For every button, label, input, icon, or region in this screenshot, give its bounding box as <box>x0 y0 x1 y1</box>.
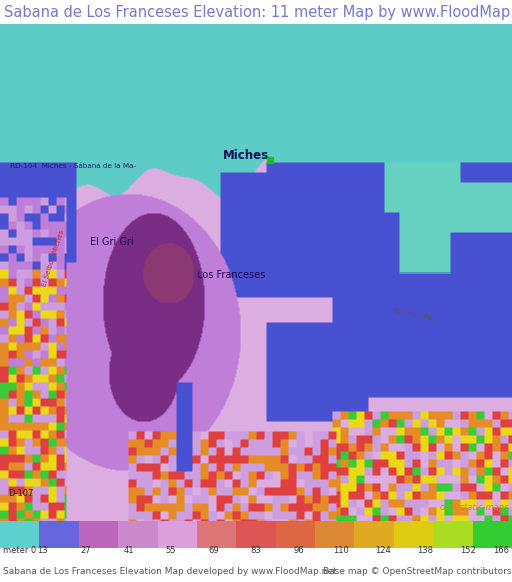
Text: meter 0: meter 0 <box>3 546 36 555</box>
Text: Los Franceses: Los Franceses <box>197 269 265 279</box>
Text: 27: 27 <box>81 546 91 555</box>
Bar <box>275 521 315 548</box>
Bar <box>79 521 118 548</box>
Bar <box>237 521 275 548</box>
Bar <box>158 521 197 548</box>
Text: 152: 152 <box>460 546 476 555</box>
Text: 13: 13 <box>37 546 47 555</box>
Text: 138: 138 <box>417 546 433 555</box>
Text: osm-static-maps: osm-static-maps <box>440 503 509 512</box>
Text: 110: 110 <box>333 546 348 555</box>
Text: El Seibo - Miches: El Seibo - Miches <box>41 229 65 287</box>
Bar <box>39 521 79 548</box>
Text: RD-104  Miches - Sábana de la Ma-: RD-104 Miches - Sábana de la Ma- <box>10 163 136 169</box>
Text: 55: 55 <box>166 546 176 555</box>
Text: 124: 124 <box>375 546 391 555</box>
Text: 166: 166 <box>494 546 509 555</box>
Text: Miches: Miches <box>223 150 269 162</box>
Bar <box>0 521 39 548</box>
Text: 96: 96 <box>293 546 304 555</box>
Text: Sabana de Los Franceses Elevation: 11 meter Map by www.FloodMap.net (beta: Sabana de Los Franceses Elevation: 11 me… <box>4 5 512 20</box>
Bar <box>197 521 237 548</box>
Bar <box>315 521 354 548</box>
Text: 69: 69 <box>208 546 219 555</box>
Bar <box>354 521 394 548</box>
Text: 41: 41 <box>124 546 134 555</box>
Bar <box>473 521 512 548</box>
Bar <box>394 521 433 548</box>
Text: Miches - Pu...: Miches - Pu... <box>392 307 438 322</box>
Bar <box>433 521 473 548</box>
Text: D-107: D-107 <box>8 489 33 498</box>
Text: Sabana de Los Franceses Elevation Map developed by www.FloodMap.net: Sabana de Los Franceses Elevation Map de… <box>3 567 336 576</box>
Text: El Gri Gri: El Gri Gri <box>90 237 133 247</box>
Text: 83: 83 <box>251 546 261 555</box>
Text: Base map © OpenStreetMap contributors: Base map © OpenStreetMap contributors <box>323 567 511 576</box>
Bar <box>118 521 158 548</box>
